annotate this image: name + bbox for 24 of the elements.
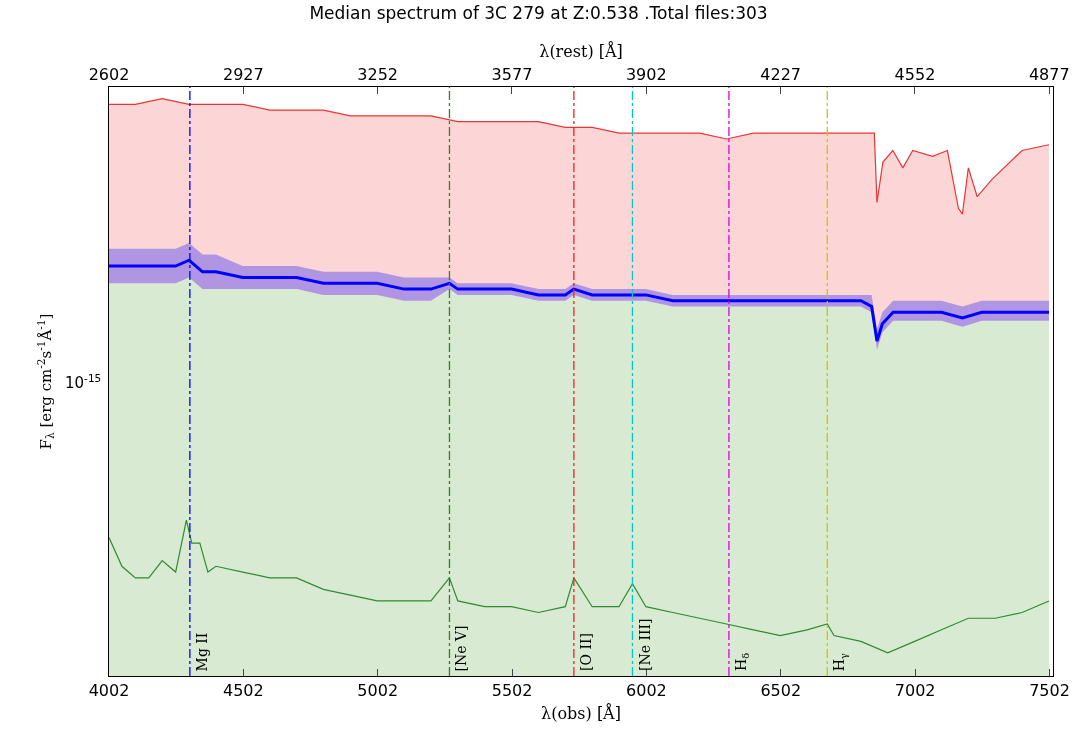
x-tick-label: 6002 bbox=[626, 681, 667, 701]
x-tick-label: 5002 bbox=[357, 681, 399, 701]
x-tick-label: 7502 bbox=[1029, 681, 1070, 701]
x-tick-label: 4002 bbox=[88, 681, 130, 701]
x-axis-title: λ(obs) [Å] bbox=[541, 702, 621, 723]
x-tick-label: 7002 bbox=[894, 681, 936, 701]
x2-tick-label: 4552 bbox=[894, 64, 936, 84]
ref-line-label: [Ne III] bbox=[636, 618, 653, 672]
x2-tick-label: 3902 bbox=[625, 64, 667, 84]
x2-tick-label: 3577 bbox=[491, 64, 533, 84]
ref-line-label: [Ne V] bbox=[453, 625, 470, 672]
x-tick-label: 5502 bbox=[491, 681, 533, 701]
ref-line-label: Mg II bbox=[194, 632, 211, 672]
x2-tick-label: 2927 bbox=[222, 64, 264, 84]
x2-tick-label: 2602 bbox=[88, 64, 130, 84]
x2-tick-label: 4227 bbox=[760, 64, 801, 84]
x2-axis-title: λ(rest) [Å] bbox=[539, 41, 623, 62]
chart-title: Median spectrum of 3C 279 at Z:0.538 .Total files:303 bbox=[309, 3, 768, 24]
x-tick-label: 4502 bbox=[223, 681, 264, 701]
text: 10$^{-15}$ bbox=[65, 372, 102, 393]
x2-tick-label: 4877 bbox=[1028, 64, 1070, 84]
ref-line-label: [O II] bbox=[577, 633, 594, 671]
x-tick-label: 6502 bbox=[760, 681, 802, 701]
x2-tick-label: 3252 bbox=[357, 64, 399, 84]
